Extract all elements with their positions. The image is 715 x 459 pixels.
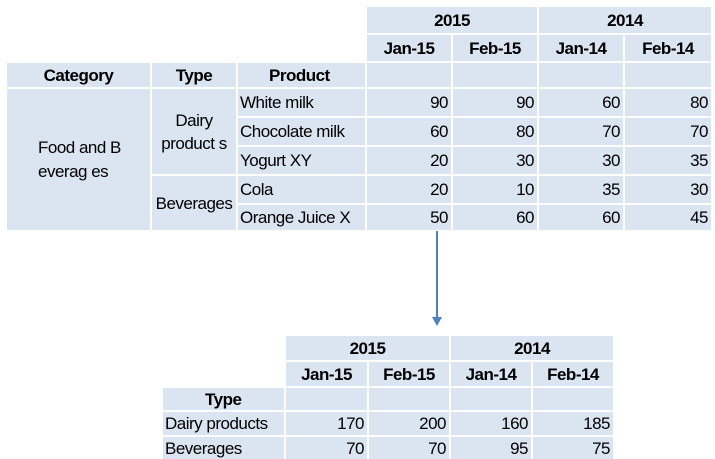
empty-header-cell [533,388,613,410]
month-header-feb14: Feb-14 [625,35,711,61]
empty-header-cell [367,63,451,87]
month-header-jan15: Jan-15 [286,362,367,386]
category-food-and-beverages: Food and Beverag es [7,89,150,230]
down-arrow-icon [432,317,442,326]
type-dairy-products: Dairy product s [152,89,236,174]
value-cell: 95 [451,437,531,459]
type-beverages: Beverages [163,437,284,459]
year-header-2015: 2015 [367,7,537,33]
month-header-jan15: Jan-15 [367,35,451,61]
value-cell: 60 [539,89,623,116]
product-orange-juice-x: Orange Juice X [238,205,365,230]
value-cell: 90 [453,89,537,116]
value-cell: 200 [369,412,449,435]
value-cell: 80 [453,118,537,145]
value-cell: 185 [533,412,613,435]
type-label-dairy: Dairy product s [161,110,227,153]
value-cell: 70 [369,437,449,459]
value-cell: 75 [533,437,613,459]
month-header-feb15: Feb-15 [453,35,537,61]
value-cell: 35 [539,176,623,203]
header-type: Type [152,63,236,87]
empty-header-cell [369,388,449,410]
down-arrow-line [436,231,438,319]
product-yogurt-xy: Yogurt XY [238,147,365,174]
type-dairy-products: Dairy products [163,412,284,435]
value-cell: 45 [625,205,711,230]
value-cell: 170 [286,412,367,435]
empty-header-cell [539,63,623,87]
value-cell: 30 [625,176,711,203]
empty-header-cell [286,388,367,410]
value-cell: 30 [539,147,623,174]
value-cell: 60 [539,205,623,230]
header-category: Category [7,63,150,87]
value-cell: 70 [625,118,711,145]
year-header-2015: 2015 [286,336,449,360]
month-header-jan14: Jan-14 [451,362,531,386]
empty-header-cell [625,63,711,87]
year-header-2014: 2014 [539,7,711,33]
type-label-beverages: Beverages [155,193,233,213]
header-type: Type [163,388,284,410]
value-cell: 90 [367,89,451,116]
value-cell: 70 [539,118,623,145]
value-cell: 160 [451,412,531,435]
value-cell: 20 [367,176,451,203]
value-cell: 10 [453,176,537,203]
header-product: Product [238,63,365,87]
product-chocolate-milk: Chocolate milk [238,118,365,145]
empty-header-cell [451,388,531,410]
year-header-2014: 2014 [451,336,613,360]
product-cola: Cola [238,176,365,203]
value-cell: 35 [625,147,711,174]
value-cell: 60 [453,205,537,230]
value-cell: 60 [367,118,451,145]
month-header-jan14: Jan-14 [539,35,623,61]
value-cell: 50 [367,205,451,230]
product-white-milk: White milk [238,89,365,116]
month-header-feb15: Feb-15 [369,362,449,386]
value-cell: 30 [453,147,537,174]
type-beverages: Beverages [152,176,236,230]
value-cell: 80 [625,89,711,116]
value-cell: 70 [286,437,367,459]
month-header-feb14: Feb-14 [533,362,613,386]
value-cell: 20 [367,147,451,174]
category-label: Food and Beverag es [38,137,121,181]
empty-header-cell [453,63,537,87]
